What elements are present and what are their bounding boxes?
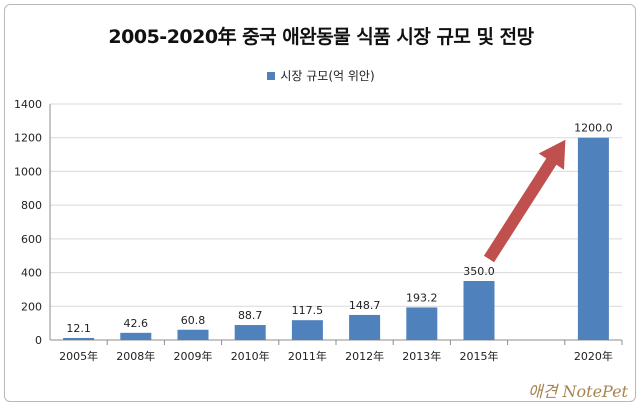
chart-title: 2005-2020年 중국 애완동물 식품 시장 규모 및 전망 [108, 26, 534, 48]
y-tick-label: 600 [21, 233, 42, 246]
x-tick-label: 2009年 [174, 349, 213, 363]
bar [63, 337, 95, 340]
bar [577, 137, 609, 340]
y-tick-label: 800 [21, 199, 42, 212]
bar [234, 325, 266, 340]
data-label: 42.6 [124, 317, 149, 330]
data-label: 60.8 [181, 314, 206, 327]
x-tick-label: 2008年 [116, 349, 155, 363]
chart-legend: 시장 규모(억 위안) [0, 67, 642, 84]
data-label: 117.5 [292, 304, 324, 317]
y-tick-label: 200 [21, 300, 42, 313]
y-tick-label: 1400 [14, 98, 42, 111]
bar [291, 320, 323, 340]
y-tick-label: 400 [21, 267, 42, 280]
bar [463, 281, 495, 340]
x-tick-label: 2012年 [345, 349, 384, 363]
legend-swatch [267, 71, 276, 80]
data-label: 1200.0 [574, 122, 613, 135]
bar [406, 307, 438, 340]
x-tick-label: 2013年 [402, 349, 441, 363]
x-tick-label: 2005年 [59, 349, 98, 363]
watermark-logo: 애견 NotePet [527, 382, 628, 401]
x-tick-label: 2011年 [288, 349, 327, 363]
y-tick-label: 1200 [14, 132, 42, 145]
x-tick-label: 2010年 [231, 349, 270, 363]
y-tick-label: 1000 [14, 165, 42, 178]
x-tick-label: 2020年 [574, 349, 613, 363]
growth-arrow [483, 139, 566, 263]
bar [177, 329, 209, 340]
data-label: 193.2 [406, 291, 438, 304]
data-label: 148.7 [349, 299, 381, 312]
x-tick-label: 2015年 [460, 349, 499, 363]
data-label: 12.1 [66, 322, 91, 335]
data-label: 350.0 [463, 265, 495, 278]
legend-label: 시장 규모(억 위안) [280, 69, 375, 83]
y-tick-label: 0 [35, 334, 42, 347]
data-label: 88.7 [238, 309, 263, 322]
bar [120, 332, 152, 340]
bar [349, 314, 381, 340]
